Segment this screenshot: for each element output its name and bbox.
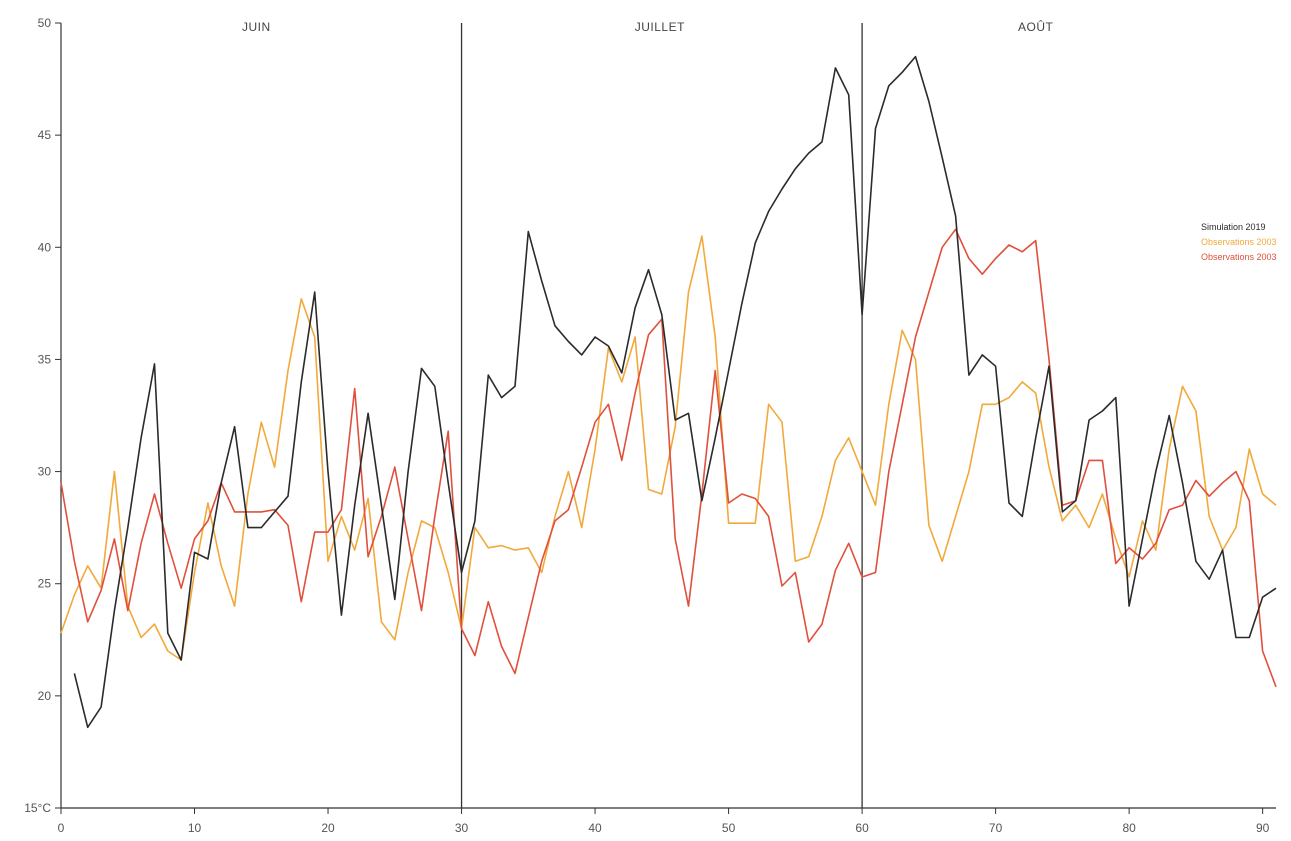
series-line-1 bbox=[61, 236, 1276, 660]
y-tick-label: 35 bbox=[38, 352, 52, 366]
x-tick-label: 30 bbox=[455, 821, 469, 835]
x-tick-label: 50 bbox=[722, 821, 736, 835]
x-tick-label: 40 bbox=[588, 821, 602, 835]
x-tick-label: 60 bbox=[855, 821, 869, 835]
series-line-0 bbox=[74, 57, 1276, 728]
legend-entry: Simulation 2019 bbox=[1201, 222, 1266, 232]
month-labels: JUIN JUILLET AOÛT bbox=[242, 19, 1054, 34]
y-tick-label: 40 bbox=[38, 240, 52, 254]
y-tick-label: 50 bbox=[38, 16, 52, 30]
month-dividers bbox=[462, 23, 863, 808]
x-tick-label: 10 bbox=[188, 821, 202, 835]
x-tick-label: 80 bbox=[1122, 821, 1136, 835]
month-label: AOÛT bbox=[1018, 19, 1054, 34]
x-axis: 0 10 20 30 40 50 60 70 80 90 bbox=[58, 808, 1276, 835]
y-tick-label: 20 bbox=[38, 689, 52, 703]
legend: Simulation 2019 Observations 2003 Observat… bbox=[1201, 222, 1277, 262]
month-label: JUILLET bbox=[635, 20, 685, 34]
y-tick-label: 25 bbox=[38, 577, 52, 591]
y-tick-label: 45 bbox=[38, 128, 52, 142]
series-group bbox=[61, 57, 1276, 728]
legend-entry: Observations 2003 bbox=[1201, 237, 1277, 247]
x-tick-label: 90 bbox=[1256, 821, 1270, 835]
x-tick-label: 70 bbox=[989, 821, 1003, 835]
x-tick-label: 0 bbox=[58, 821, 65, 835]
y-tick-label: 30 bbox=[38, 465, 52, 479]
legend-entry: Observations 2003 bbox=[1201, 252, 1277, 262]
y-tick-label: 15°C bbox=[24, 801, 51, 815]
y-axis: 15°C 20 25 30 35 40 45 50 bbox=[24, 16, 61, 815]
x-tick-label: 20 bbox=[321, 821, 335, 835]
month-label: JUIN bbox=[242, 20, 271, 34]
